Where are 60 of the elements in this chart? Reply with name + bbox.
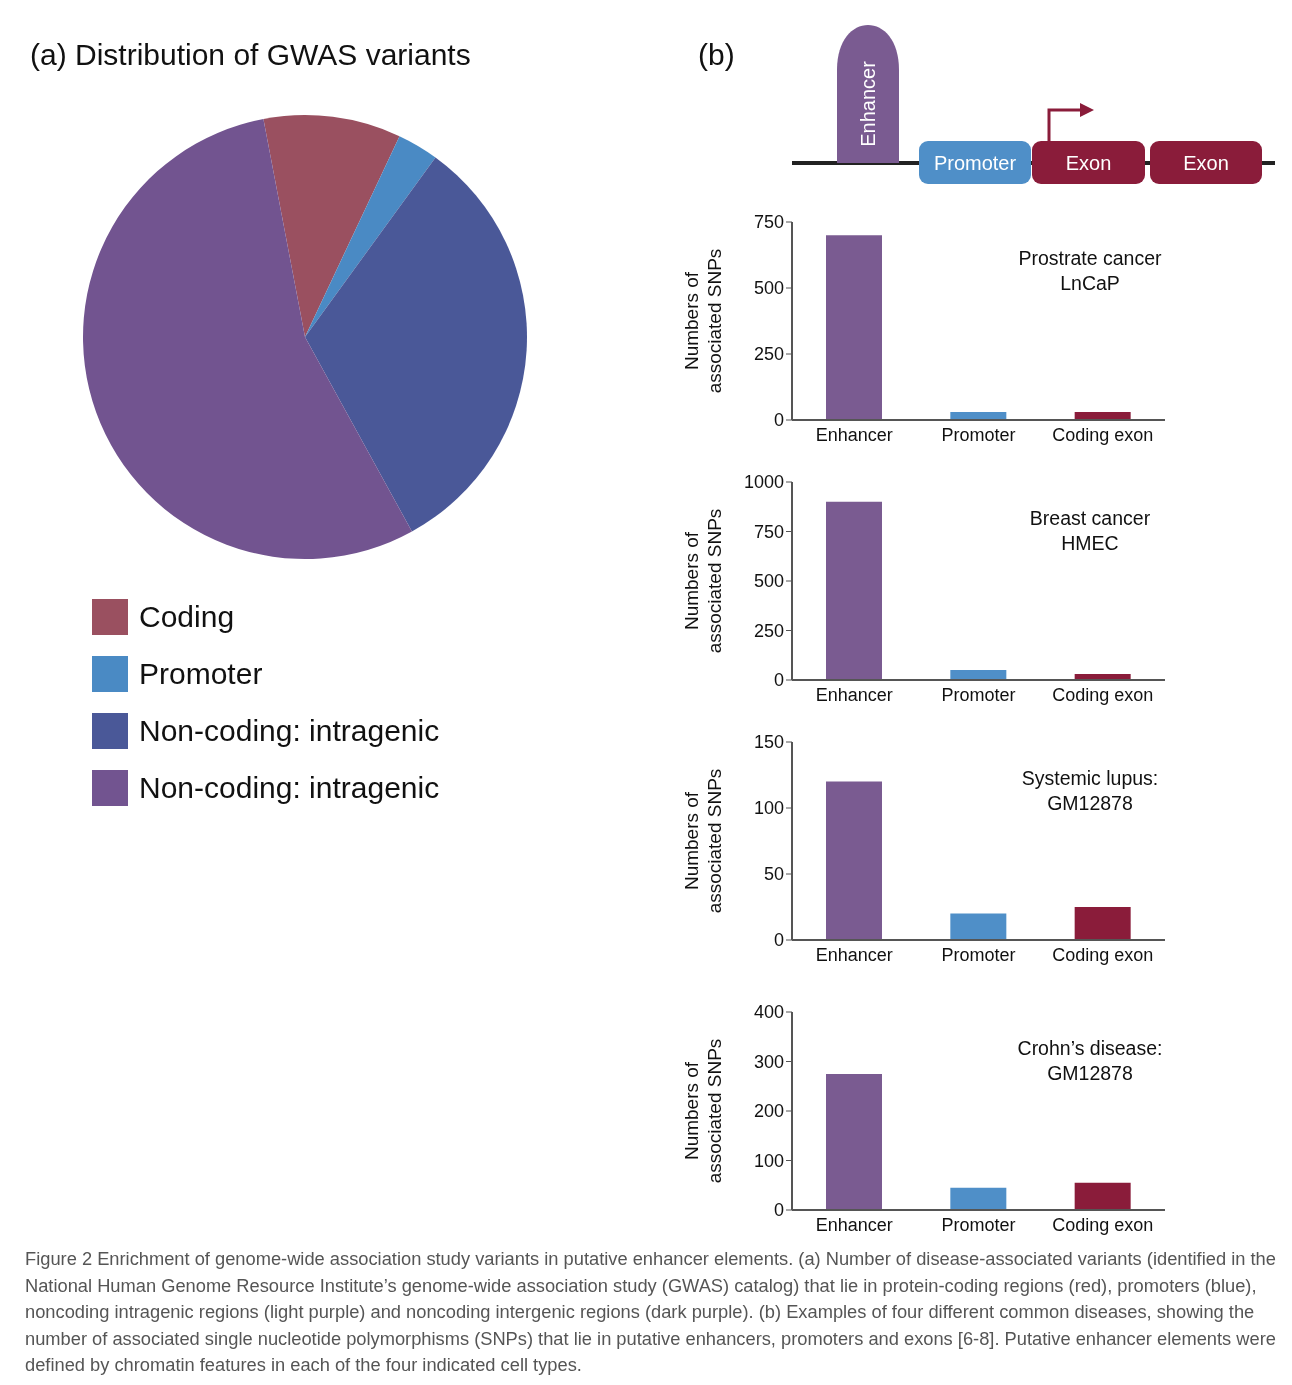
- legend-label: Non-coding: intragenic: [139, 713, 440, 748]
- bar: [826, 501, 882, 680]
- bar: [1074, 907, 1131, 940]
- bar: [950, 913, 1007, 940]
- text: Exon: [1183, 152, 1229, 174]
- bar: [1074, 1182, 1131, 1210]
- y-tick-label: 100: [753, 798, 784, 819]
- caption: Figure 2 Enrichment of genome-wide association study variants in putative enhancer elements. (a) Number of disease-associated variants (identified in the National Human Genome Resource Institute’s genome-wide association study (GWAS) catalog) that lie in protein-coding regions (red), promoters (blue), noncoding intragenic regions (light purple) and noncoding intergenic regions (dark purple). (b) Examples of four different common diseases, showing the number of associated single nucleotide polymorphisms (SNPs) that lie in putative enhancers, promoters and exons [6-8]. Putative enhancer elements were defined by chromatin features in each of the four indicated cell types.: [25, 1247, 1277, 1377]
- x-tick-label: Promoter: [941, 424, 1016, 445]
- chart-title: (a) Distribution of GWAS variants: [30, 38, 471, 72]
- pie-slice: [263, 115, 400, 337]
- y-tick-label: 250: [753, 344, 784, 365]
- y-tick-label: 0: [773, 410, 784, 431]
- bar: [826, 1073, 882, 1210]
- pie-slice: [305, 136, 436, 337]
- x-tick-label: Promoter: [941, 684, 1016, 705]
- y-tick-label: 50: [763, 864, 784, 885]
- y-tick-label: 300: [753, 1051, 784, 1072]
- y-tick-label: 0: [773, 1200, 784, 1221]
- x-tick-label: Enhancer: [815, 944, 893, 965]
- annotation: Crohn’s disease: GM12878: [1016, 1036, 1164, 1086]
- y-axis-title: Numbers of associated SNPs: [681, 248, 725, 394]
- text: Promoter: [933, 152, 1017, 174]
- annotation: Systemic lupus: GM12878: [1020, 766, 1160, 816]
- y-tick-label: 500: [753, 571, 784, 592]
- bar: [950, 670, 1007, 680]
- text: (b): [698, 38, 735, 72]
- text: Enhancer: [857, 60, 879, 147]
- y-tick-label: 750: [753, 212, 784, 233]
- y-tick-label: 250: [753, 620, 784, 641]
- x-tick-label: Coding exon: [1052, 1214, 1154, 1235]
- x-tick-label: Enhancer: [815, 684, 893, 705]
- bar: [826, 781, 882, 940]
- y-tick-label: 0: [773, 670, 784, 691]
- text: Exon: [1065, 152, 1112, 174]
- x-tick-label: Enhancer: [815, 1214, 893, 1235]
- y-tick-label: 400: [753, 1002, 784, 1023]
- bar: [950, 1187, 1007, 1210]
- y-tick-label: 100: [753, 1150, 784, 1171]
- annotation: Breast cancer HMEC: [1028, 506, 1152, 556]
- y-tick-label: 150: [753, 732, 784, 753]
- pie-slice: [305, 157, 527, 532]
- x-tick-label: Promoter: [941, 1214, 1016, 1235]
- y-axis-title: Numbers of associated SNPs: [681, 768, 725, 914]
- y-tick-label: 750: [753, 521, 784, 542]
- legend-label: Non-coding: intragenic: [139, 770, 440, 805]
- legend-label: Coding: [139, 599, 235, 634]
- y-axis-title: Numbers of associated SNPs: [681, 508, 725, 654]
- y-tick-label: 500: [753, 278, 784, 299]
- y-tick-label: 1000: [743, 472, 784, 493]
- y-tick-label: 200: [753, 1101, 784, 1122]
- pie-slice: [83, 118, 412, 559]
- annotation: Prostrate cancer LnCaP: [1017, 246, 1163, 296]
- x-tick-label: Coding exon: [1052, 944, 1154, 965]
- x-tick-label: Coding exon: [1052, 424, 1154, 445]
- x-tick-label: Coding exon: [1052, 684, 1154, 705]
- x-tick-label: Promoter: [941, 944, 1016, 965]
- y-axis-title: Numbers of associated SNPs: [681, 1038, 725, 1184]
- x-tick-label: Enhancer: [815, 424, 893, 445]
- y-tick-label: 0: [773, 930, 784, 951]
